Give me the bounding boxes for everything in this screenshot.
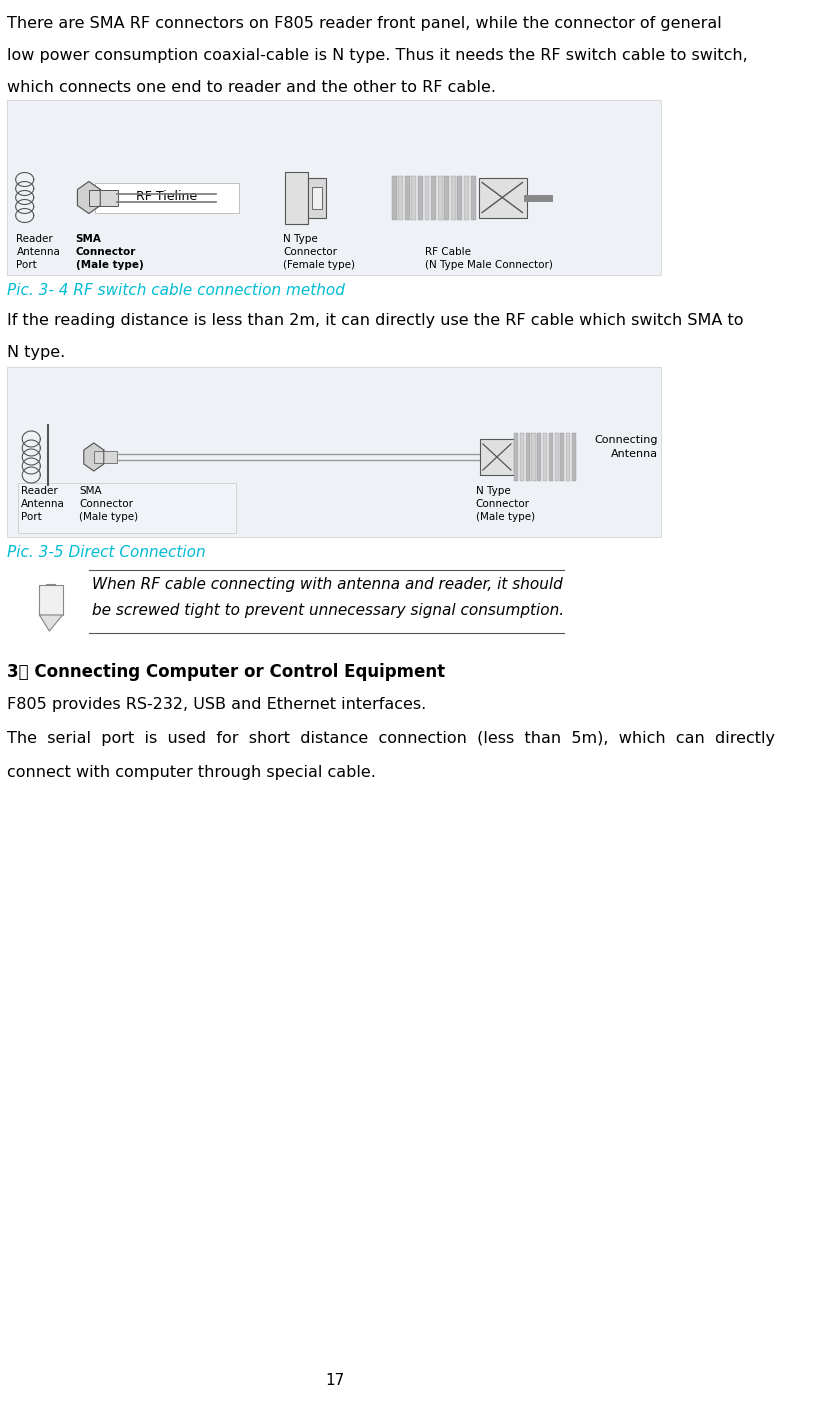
Text: low power consumption coaxial-cable is N type. Thus it needs the RF switch cable: low power consumption coaxial-cable is N…	[7, 48, 747, 63]
Bar	[520, 433, 524, 481]
Polygon shape	[40, 614, 63, 631]
Text: RF Cable
(N Type Male Connector): RF Cable (N Type Male Connector)	[424, 247, 552, 270]
Polygon shape	[84, 443, 104, 471]
Bar	[526, 433, 530, 481]
Text: Reader
Antenna
Port: Reader Antenna Port	[16, 233, 60, 270]
Bar	[444, 176, 450, 219]
Bar	[480, 439, 514, 475]
Text: SMA
Connector
(Male type): SMA Connector (Male type)	[79, 486, 138, 523]
Bar	[537, 433, 541, 481]
Bar	[514, 433, 519, 481]
Bar	[392, 176, 397, 219]
Text: RF Tieline: RF Tieline	[137, 190, 198, 202]
Bar	[398, 176, 403, 219]
Bar	[93, 451, 117, 463]
Text: N Type
Connector
(Female type): N Type Connector (Female type)	[283, 233, 355, 270]
Bar	[285, 172, 307, 224]
Bar	[464, 176, 469, 219]
Bar	[549, 433, 553, 481]
Bar	[40, 585, 63, 614]
Text: The  serial  port  is  used  for  short  distance  connection  (less  than  5m),: The serial port is used for short distan…	[7, 731, 775, 747]
Bar	[89, 190, 118, 205]
Text: Reader
Antenna
Port: Reader Antenna Port	[21, 486, 65, 523]
Bar	[7, 100, 661, 276]
Bar	[554, 433, 559, 481]
Text: SMA
Connector
(Male type): SMA Connector (Male type)	[76, 233, 143, 270]
Bar	[307, 177, 326, 218]
Text: connect with computer through special cable.: connect with computer through special ca…	[7, 765, 376, 780]
Text: Pic. 3-5 Direct Connection: Pic. 3-5 Direct Connection	[7, 546, 205, 560]
Bar	[405, 176, 410, 219]
Text: which connects one end to reader and the other to RF cable.: which connects one end to reader and the…	[7, 80, 496, 96]
Text: 17: 17	[325, 1374, 344, 1388]
Bar	[431, 176, 436, 219]
Text: be screwed tight to prevent unnecessary signal consumption.: be screwed tight to prevent unnecessary …	[92, 603, 564, 619]
Bar	[312, 187, 322, 208]
Bar	[7, 367, 661, 537]
Bar	[18, 484, 236, 533]
Bar	[543, 433, 547, 481]
Text: There are SMA RF connectors on F805 reader front panel, while the connector of g: There are SMA RF connectors on F805 read…	[7, 15, 721, 31]
Bar	[471, 176, 476, 219]
Text: When RF cable connecting with antenna and reader, it should: When RF cable connecting with antenna an…	[92, 576, 563, 592]
Bar	[560, 433, 564, 481]
Bar	[532, 433, 536, 481]
Polygon shape	[77, 181, 100, 214]
Bar	[479, 177, 527, 218]
Bar	[418, 176, 423, 219]
Text: Connecting
Antenna: Connecting Antenna	[594, 436, 659, 458]
Text: 3． Connecting Computer or Control Equipment: 3． Connecting Computer or Control Equipm…	[7, 664, 445, 681]
Bar	[451, 176, 456, 219]
Text: N type.: N type.	[7, 344, 65, 360]
Bar	[94, 183, 238, 212]
Bar	[437, 176, 442, 219]
Bar	[572, 433, 576, 481]
Text: Pic. 3- 4 RF switch cable connection method: Pic. 3- 4 RF switch cable connection met…	[7, 283, 345, 298]
Bar	[411, 176, 416, 219]
Bar	[566, 433, 570, 481]
Text: N Type
Connector
(Male type): N Type Connector (Male type)	[476, 486, 535, 523]
Bar	[424, 176, 429, 219]
Text: If the reading distance is less than 2m, it can directly use the RF cable which : If the reading distance is less than 2m,…	[7, 314, 743, 328]
Bar	[458, 176, 463, 219]
Text: F805 provides RS-232, USB and Ethernet interfaces.: F805 provides RS-232, USB and Ethernet i…	[7, 697, 426, 711]
